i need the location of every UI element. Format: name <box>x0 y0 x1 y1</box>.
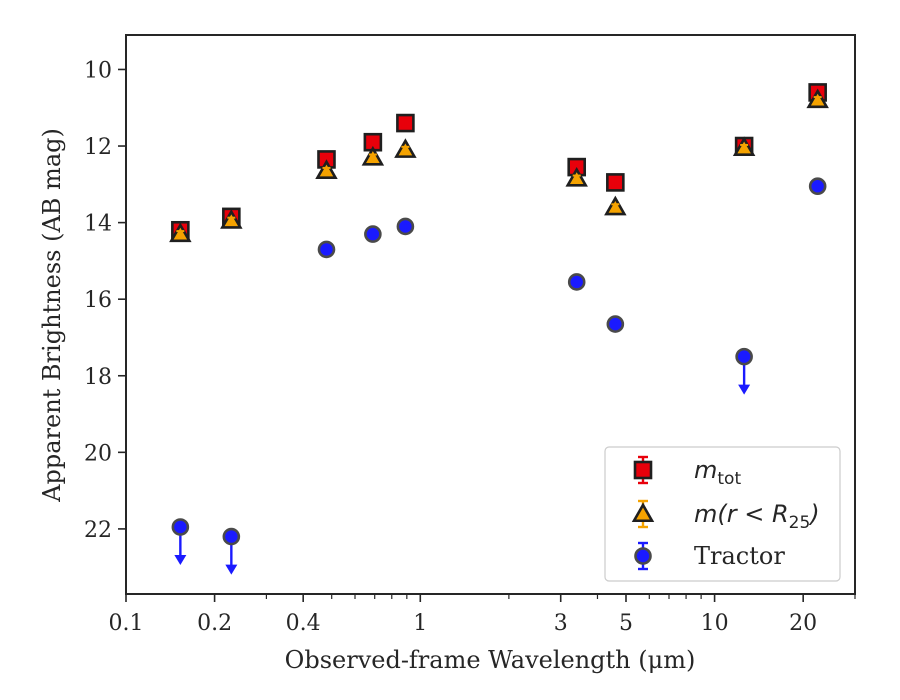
legend-label: mtot <box>694 456 741 489</box>
x-tick-label: 0.4 <box>286 611 321 636</box>
upper-limit-arrow-head <box>738 384 751 395</box>
plot-marks <box>169 83 829 575</box>
x-tick-label: 3 <box>554 611 568 636</box>
x-tick-label: 0.1 <box>109 611 144 636</box>
y-tick-label: 20 <box>84 441 112 466</box>
y-tick-label: 22 <box>84 518 112 543</box>
y-axis: 10 12 14 16 18 20 22 <box>84 58 126 543</box>
legend-marker <box>631 502 655 523</box>
x-axis: 0.1 0.2 0.4 1 3 5 10 20 <box>109 594 856 636</box>
legend-label: m(r < R25) <box>694 500 820 533</box>
legend: mtot m(r < R25) Tractor <box>604 446 841 582</box>
x-axis-label: Observed-frame Wavelength (μm) <box>285 646 696 674</box>
x-tick-label: 0.2 <box>197 611 232 636</box>
x-tick-label: 10 <box>701 611 729 636</box>
y-tick-label: 16 <box>84 288 112 313</box>
x-tick-label: 1 <box>413 611 427 636</box>
y-tick-label: 18 <box>84 365 112 390</box>
legend-marker <box>633 460 653 480</box>
legend-box <box>604 446 841 582</box>
series-1 <box>169 88 829 243</box>
series-2 <box>171 177 827 575</box>
x-tick-label: 20 <box>789 611 817 636</box>
plot-frame <box>125 34 856 595</box>
x-tick-label: 5 <box>619 611 633 636</box>
y-tick-label: 10 <box>84 58 112 83</box>
y-tick-label: 12 <box>84 135 112 160</box>
legend-label: Tractor <box>694 542 785 570</box>
upper-limit-arrow-head <box>225 564 238 575</box>
y-tick-label: 14 <box>84 212 112 237</box>
upper-limit-arrow-head <box>174 554 187 565</box>
y-axis-label: Apparent Brightness (AB mag) <box>38 128 66 503</box>
legend-marker <box>634 547 652 565</box>
